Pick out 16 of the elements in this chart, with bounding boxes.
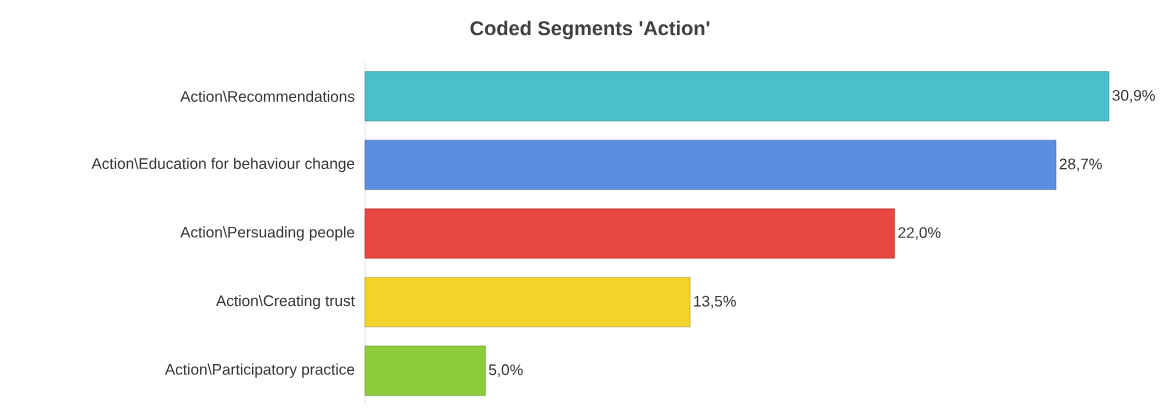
y-tick-label: Action\Recommendations — [180, 90, 355, 102]
data-label: 22,0% — [898, 227, 941, 240]
chart-title: Coded Segments 'Action' — [470, 20, 710, 40]
bar — [364, 208, 895, 259]
data-label: 28,7% — [1059, 158, 1102, 172]
bar — [364, 139, 1057, 190]
data-label: 5,0% — [488, 364, 523, 378]
y-tick-label: Action\Participatory practice — [164, 363, 355, 378]
data-label: 13,5% — [694, 295, 736, 309]
y-tick-label: Action\Persuading people — [180, 226, 355, 241]
data-label: 30,9% — [1112, 89, 1155, 103]
bar — [364, 71, 1110, 122]
bar — [364, 345, 486, 396]
y-tick-label: Action\Creating trust — [216, 294, 355, 310]
bar — [364, 277, 691, 328]
y-tick-label: Action\Education for behaviour change — [91, 157, 355, 173]
